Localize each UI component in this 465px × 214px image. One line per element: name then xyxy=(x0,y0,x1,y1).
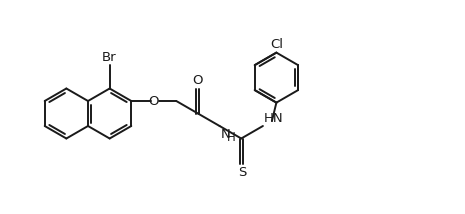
Text: N: N xyxy=(220,128,230,141)
Text: S: S xyxy=(238,165,246,178)
Text: H: H xyxy=(226,131,235,144)
Text: HN: HN xyxy=(264,112,284,125)
Text: O: O xyxy=(148,95,159,107)
Text: O: O xyxy=(193,73,203,86)
Text: Br: Br xyxy=(101,51,116,64)
Text: Cl: Cl xyxy=(270,38,283,51)
